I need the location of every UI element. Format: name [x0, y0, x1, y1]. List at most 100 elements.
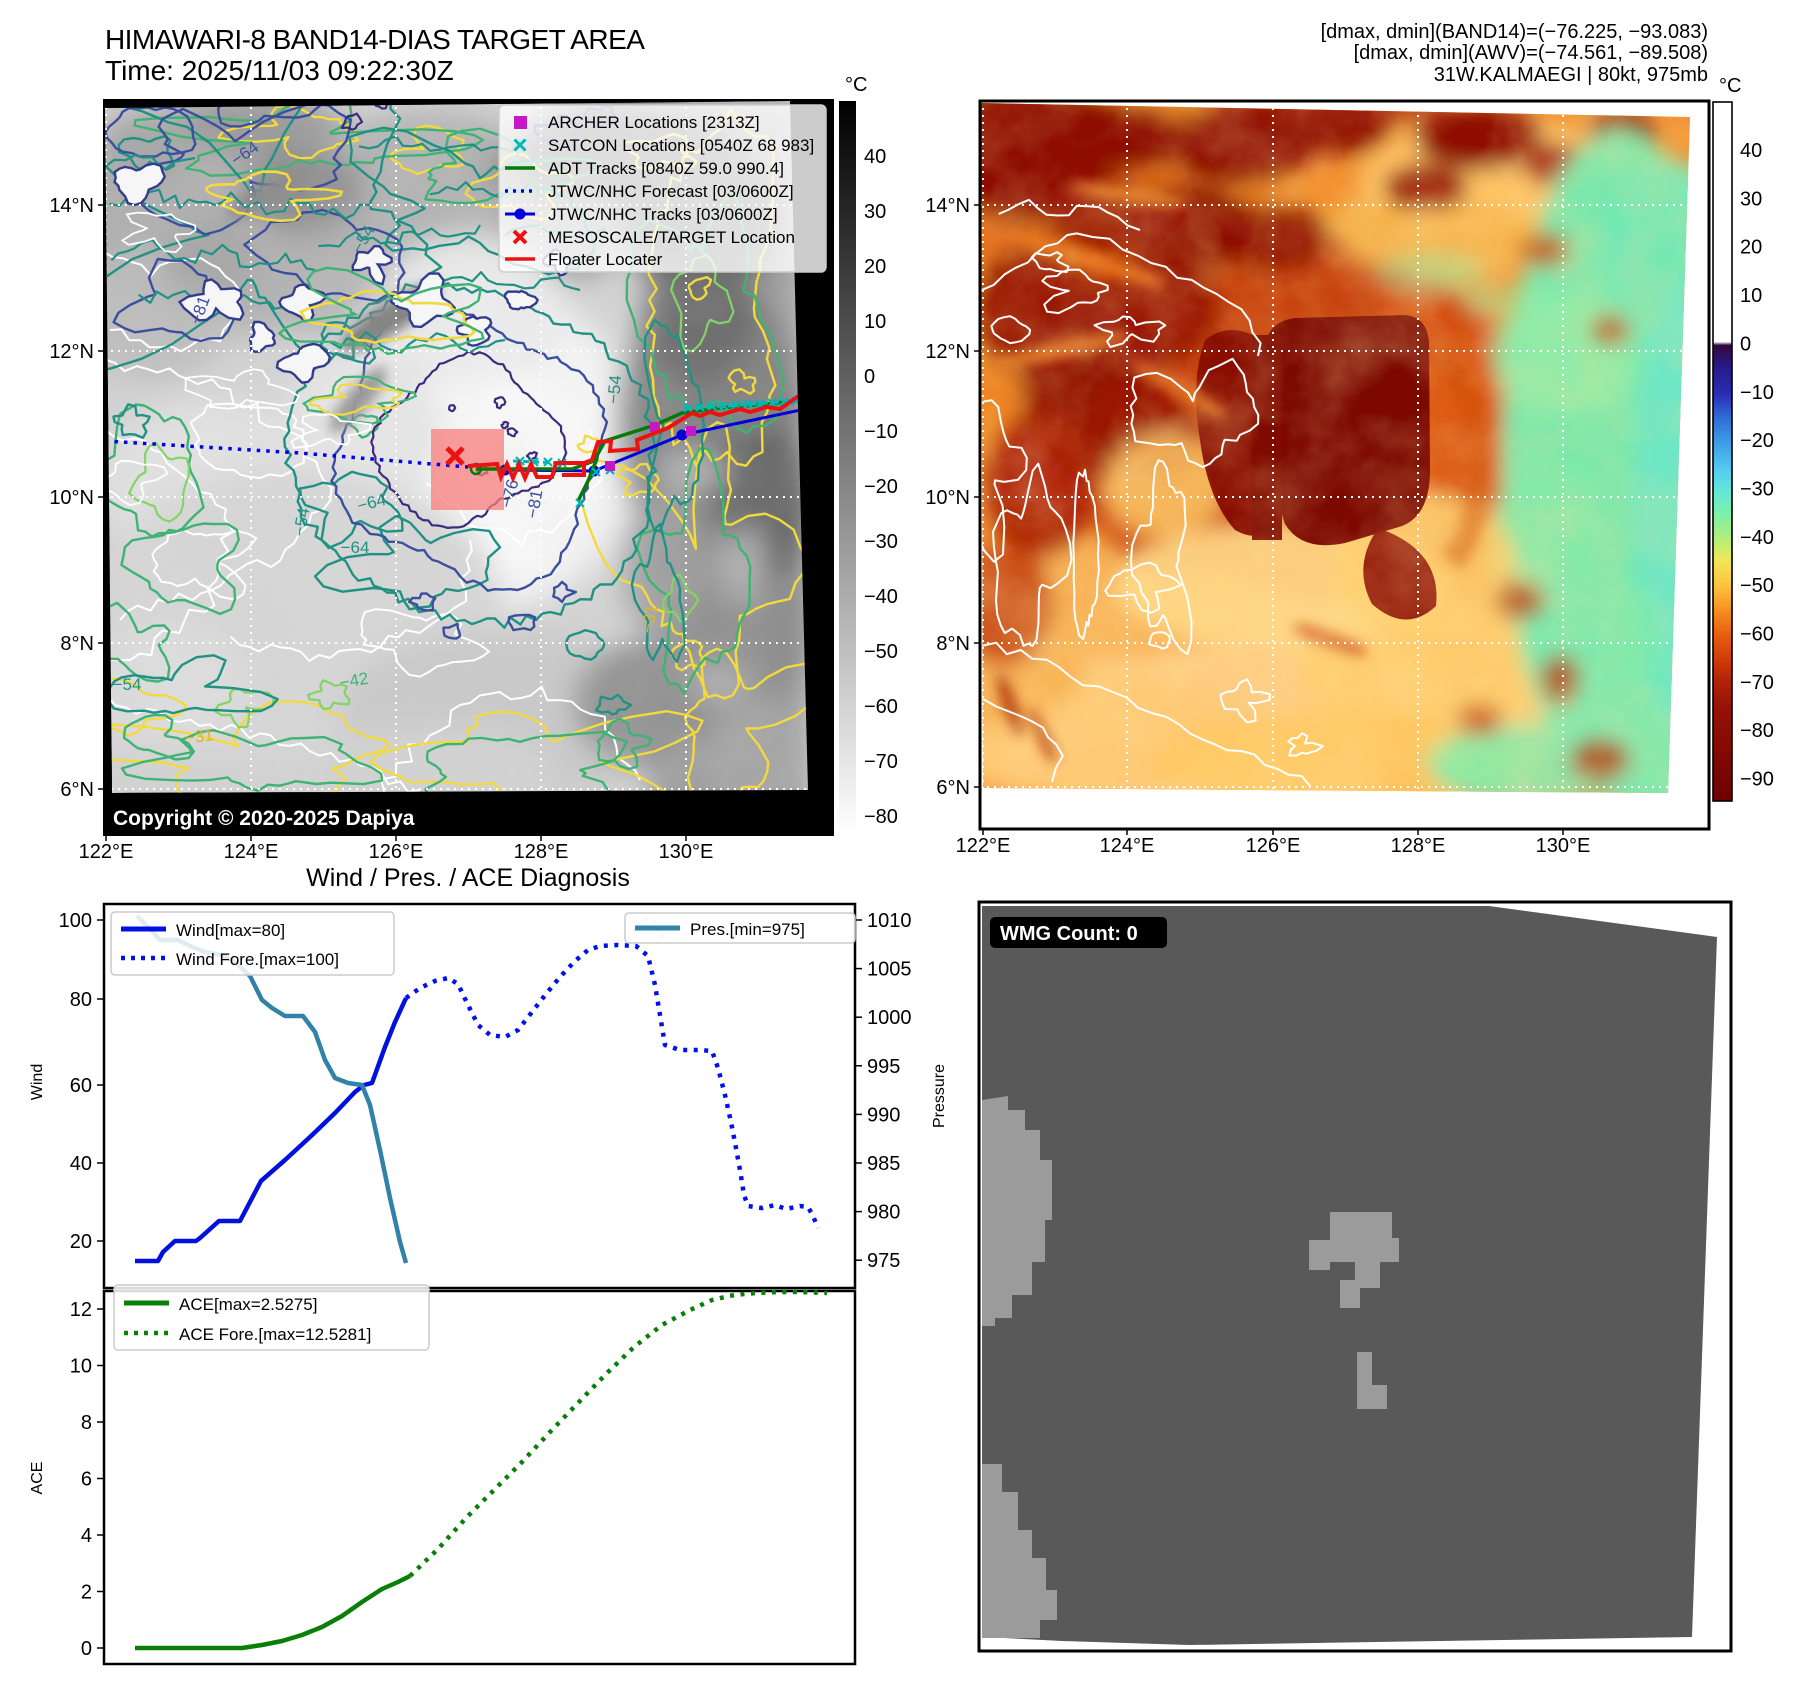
svg-text:124°E: 124°E — [224, 841, 279, 863]
svg-text:−31: −31 — [638, 603, 662, 635]
svg-text:1005: 1005 — [867, 959, 912, 981]
svg-text:Floater Locater: Floater Locater — [548, 250, 663, 269]
svg-text:122°E: 122°E — [956, 835, 1011, 857]
svg-text:12: 12 — [70, 1299, 92, 1321]
svg-text:40: 40 — [1740, 140, 1762, 162]
svg-text:−40: −40 — [1740, 527, 1774, 549]
svg-text:[dmax, dmin](AWV)=(−74.561, −8: [dmax, dmin](AWV)=(−74.561, −89.508) — [1354, 42, 1708, 64]
svg-text:100: 100 — [59, 910, 92, 932]
svg-text:−31: −31 — [184, 725, 215, 748]
svg-text:10: 10 — [70, 1356, 92, 1378]
svg-text:Wind Fore.[max=100]: Wind Fore.[max=100] — [176, 950, 339, 969]
svg-text:20: 20 — [864, 256, 886, 278]
svg-text:0: 0 — [864, 366, 875, 388]
svg-text:Copyright © 2020-2025 Dapiya: Copyright © 2020-2025 Dapiya — [113, 807, 415, 830]
svg-text:ARCHER Locations [2313Z]: ARCHER Locations [2313Z] — [548, 113, 760, 132]
svg-text:2: 2 — [81, 1582, 92, 1604]
svg-text:−20: −20 — [1740, 430, 1774, 452]
svg-text:130°E: 130°E — [1536, 835, 1591, 857]
svg-text:122°E: 122°E — [79, 841, 134, 863]
svg-text:−42: −42 — [338, 669, 370, 693]
svg-text:12°N: 12°N — [925, 341, 970, 363]
svg-text:30: 30 — [864, 201, 886, 223]
svg-text:6°N: 6°N — [60, 779, 94, 801]
svg-text:Wind[max=80]: Wind[max=80] — [176, 921, 285, 940]
svg-text:8: 8 — [81, 1412, 92, 1434]
svg-text:128°E: 128°E — [1391, 835, 1446, 857]
svg-text:MESOSCALE/TARGET Location: MESOSCALE/TARGET Location — [548, 228, 795, 247]
svg-text:ACE[max=2.5275]: ACE[max=2.5275] — [179, 1295, 317, 1314]
svg-text:−80: −80 — [1740, 720, 1774, 742]
svg-text:0: 0 — [81, 1638, 92, 1660]
svg-text:−50: −50 — [864, 641, 898, 663]
svg-text:°C: °C — [1719, 75, 1741, 97]
svg-text:HIMAWARI-8 BAND14-DIAS TARGET: HIMAWARI-8 BAND14-DIAS TARGET AREA — [105, 24, 645, 55]
svg-text:8°N: 8°N — [936, 633, 970, 655]
svg-text:−50: −50 — [1740, 575, 1774, 597]
svg-text:14°N: 14°N — [49, 195, 94, 217]
svg-text:SATCON Locations [0540Z 68 983: SATCON Locations [0540Z 68 983] — [548, 136, 814, 155]
svg-text:40: 40 — [864, 146, 886, 168]
svg-text:980: 980 — [867, 1202, 900, 1224]
svg-text:10: 10 — [864, 311, 886, 333]
svg-text:6: 6 — [81, 1469, 92, 1491]
svg-text:40: 40 — [70, 1153, 92, 1175]
svg-text:−54: −54 — [113, 675, 142, 694]
svg-text:985: 985 — [867, 1153, 900, 1175]
svg-text:Time: 2025/11/03 09:22:30Z: Time: 2025/11/03 09:22:30Z — [105, 55, 454, 86]
svg-text:30: 30 — [1740, 188, 1762, 210]
svg-text:130°E: 130°E — [659, 841, 714, 863]
svg-text:12°N: 12°N — [49, 341, 94, 363]
svg-text:Pres.[min=975]: Pres.[min=975] — [690, 920, 805, 939]
svg-text:20: 20 — [70, 1231, 92, 1253]
svg-text:−54: −54 — [290, 506, 314, 538]
svg-text:−10: −10 — [864, 421, 898, 443]
svg-text:−70: −70 — [864, 751, 898, 773]
svg-text:Pressure: Pressure — [931, 1064, 948, 1128]
svg-text:WMG Count: 0: WMG Count: 0 — [1000, 923, 1138, 945]
svg-text:ACE: ACE — [29, 1462, 46, 1495]
svg-text:14°N: 14°N — [925, 195, 970, 217]
svg-text:31W.KALMAEGI | 80kt, 975mb: 31W.KALMAEGI | 80kt, 975mb — [1434, 64, 1708, 86]
svg-text:−81: −81 — [523, 488, 547, 520]
svg-text:ACE Fore.[max=12.5281]: ACE Fore.[max=12.5281] — [179, 1325, 371, 1344]
svg-text:6°N: 6°N — [936, 777, 970, 799]
svg-text:Wind: Wind — [29, 1064, 46, 1100]
svg-text:ADT Tracks [0840Z 59.0 990.4]: ADT Tracks [0840Z 59.0 990.4] — [548, 159, 784, 178]
svg-text:990: 990 — [867, 1104, 900, 1126]
svg-text:−30: −30 — [864, 531, 898, 553]
svg-text:126°E: 126°E — [1246, 835, 1301, 857]
svg-text:8°N: 8°N — [60, 633, 94, 655]
svg-text:°C: °C — [845, 74, 867, 96]
svg-text:20: 20 — [1740, 237, 1762, 259]
svg-text:−54: −54 — [604, 374, 625, 404]
svg-text:80: 80 — [70, 989, 92, 1011]
svg-text:−64: −64 — [341, 538, 370, 557]
svg-text:JTWC/NHC Tracks [03/0600Z]: JTWC/NHC Tracks [03/0600Z] — [548, 205, 778, 224]
svg-text:−20: −20 — [864, 476, 898, 498]
svg-text:10°N: 10°N — [49, 487, 94, 509]
svg-text:10: 10 — [1740, 285, 1762, 307]
svg-text:−70: −70 — [1740, 672, 1774, 694]
svg-text:Wind / Pres. / ACE Diagnosis: Wind / Pres. / ACE Diagnosis — [306, 864, 630, 892]
svg-text:−80: −80 — [864, 806, 898, 828]
svg-text:995: 995 — [867, 1056, 900, 1078]
svg-text:−40: −40 — [864, 586, 898, 608]
svg-text:−90: −90 — [1740, 769, 1774, 791]
svg-text:−10: −10 — [1740, 382, 1774, 404]
svg-text:4: 4 — [81, 1525, 92, 1547]
svg-text:[dmax, dmin](BAND14)=(−76.225,: [dmax, dmin](BAND14)=(−76.225, −93.083) — [1321, 21, 1708, 43]
svg-text:126°E: 126°E — [369, 841, 424, 863]
svg-text:1000: 1000 — [867, 1007, 912, 1029]
svg-text:1010: 1010 — [867, 910, 912, 932]
svg-text:0: 0 — [1740, 333, 1751, 355]
svg-text:10°N: 10°N — [925, 487, 970, 509]
svg-text:JTWC/NHC Forecast [03/0600Z]: JTWC/NHC Forecast [03/0600Z] — [548, 182, 794, 201]
svg-text:124°E: 124°E — [1100, 835, 1155, 857]
svg-text:128°E: 128°E — [514, 841, 569, 863]
svg-text:−30: −30 — [1740, 478, 1774, 500]
svg-text:60: 60 — [70, 1075, 92, 1097]
svg-text:−60: −60 — [864, 696, 898, 718]
svg-text:975: 975 — [867, 1250, 900, 1272]
svg-text:−60: −60 — [1740, 624, 1774, 646]
